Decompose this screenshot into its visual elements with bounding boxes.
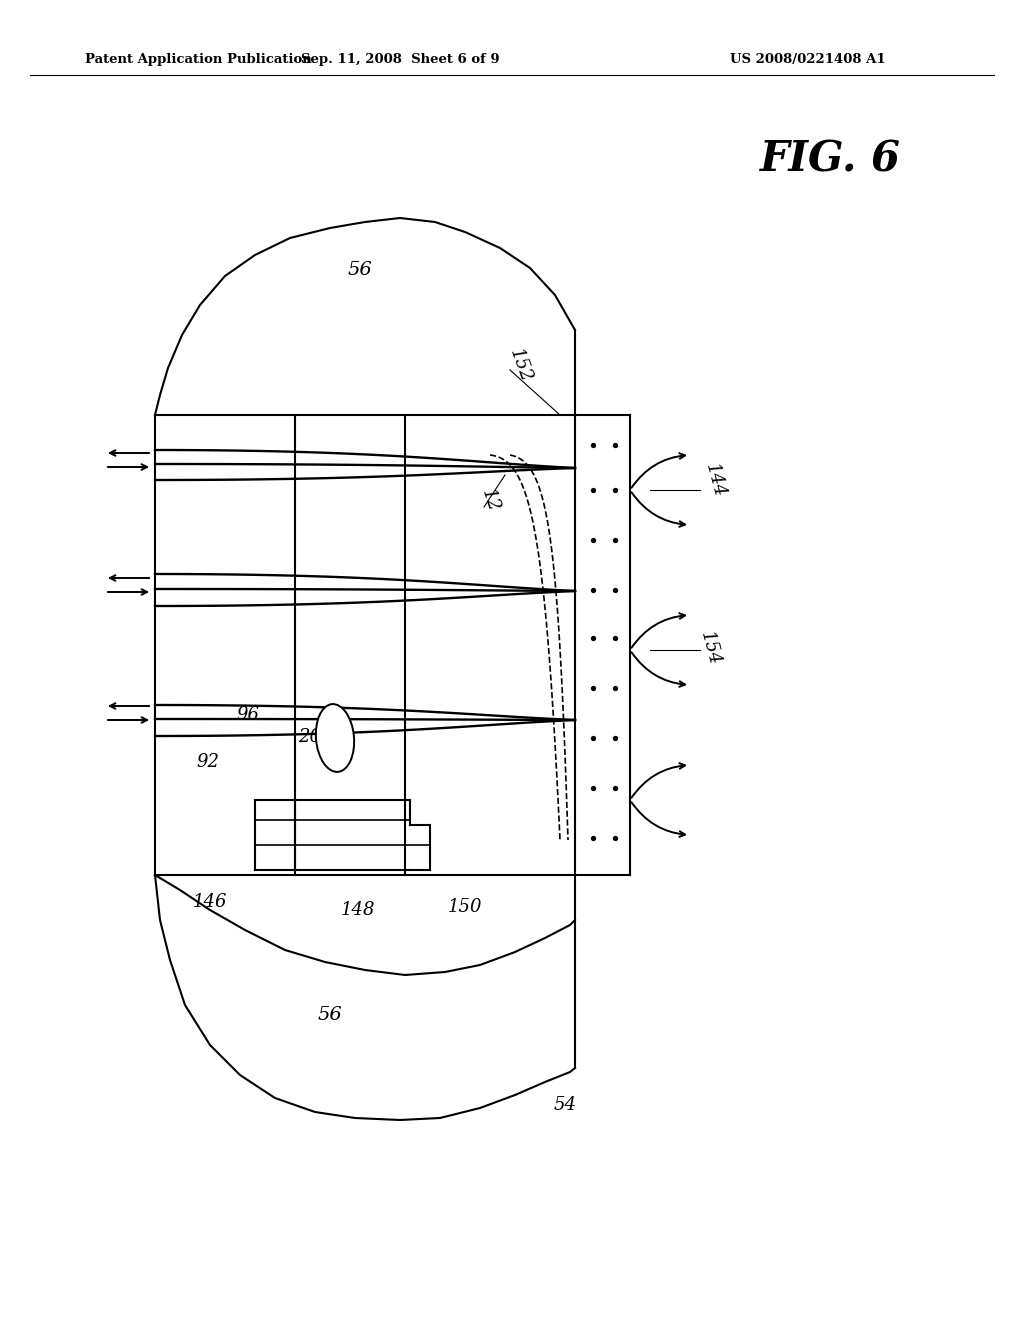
Text: 150: 150 [447, 898, 482, 916]
Text: 56: 56 [317, 1006, 342, 1024]
Ellipse shape [315, 704, 354, 772]
Text: 56: 56 [347, 261, 373, 279]
Text: FIG. 6: FIG. 6 [760, 139, 900, 181]
Text: 54: 54 [554, 1096, 577, 1114]
Text: 20: 20 [299, 729, 322, 746]
Text: 148: 148 [341, 902, 375, 919]
Text: 154: 154 [697, 630, 723, 667]
Text: 146: 146 [193, 894, 227, 911]
Text: 144: 144 [701, 461, 728, 499]
Text: 96: 96 [237, 706, 259, 723]
Text: Sep. 11, 2008  Sheet 6 of 9: Sep. 11, 2008 Sheet 6 of 9 [301, 54, 500, 66]
Text: 92: 92 [197, 752, 219, 771]
Text: 152: 152 [506, 346, 535, 384]
Text: Patent Application Publication: Patent Application Publication [85, 54, 311, 66]
Text: 12: 12 [478, 486, 502, 513]
Text: US 2008/0221408 A1: US 2008/0221408 A1 [730, 54, 886, 66]
